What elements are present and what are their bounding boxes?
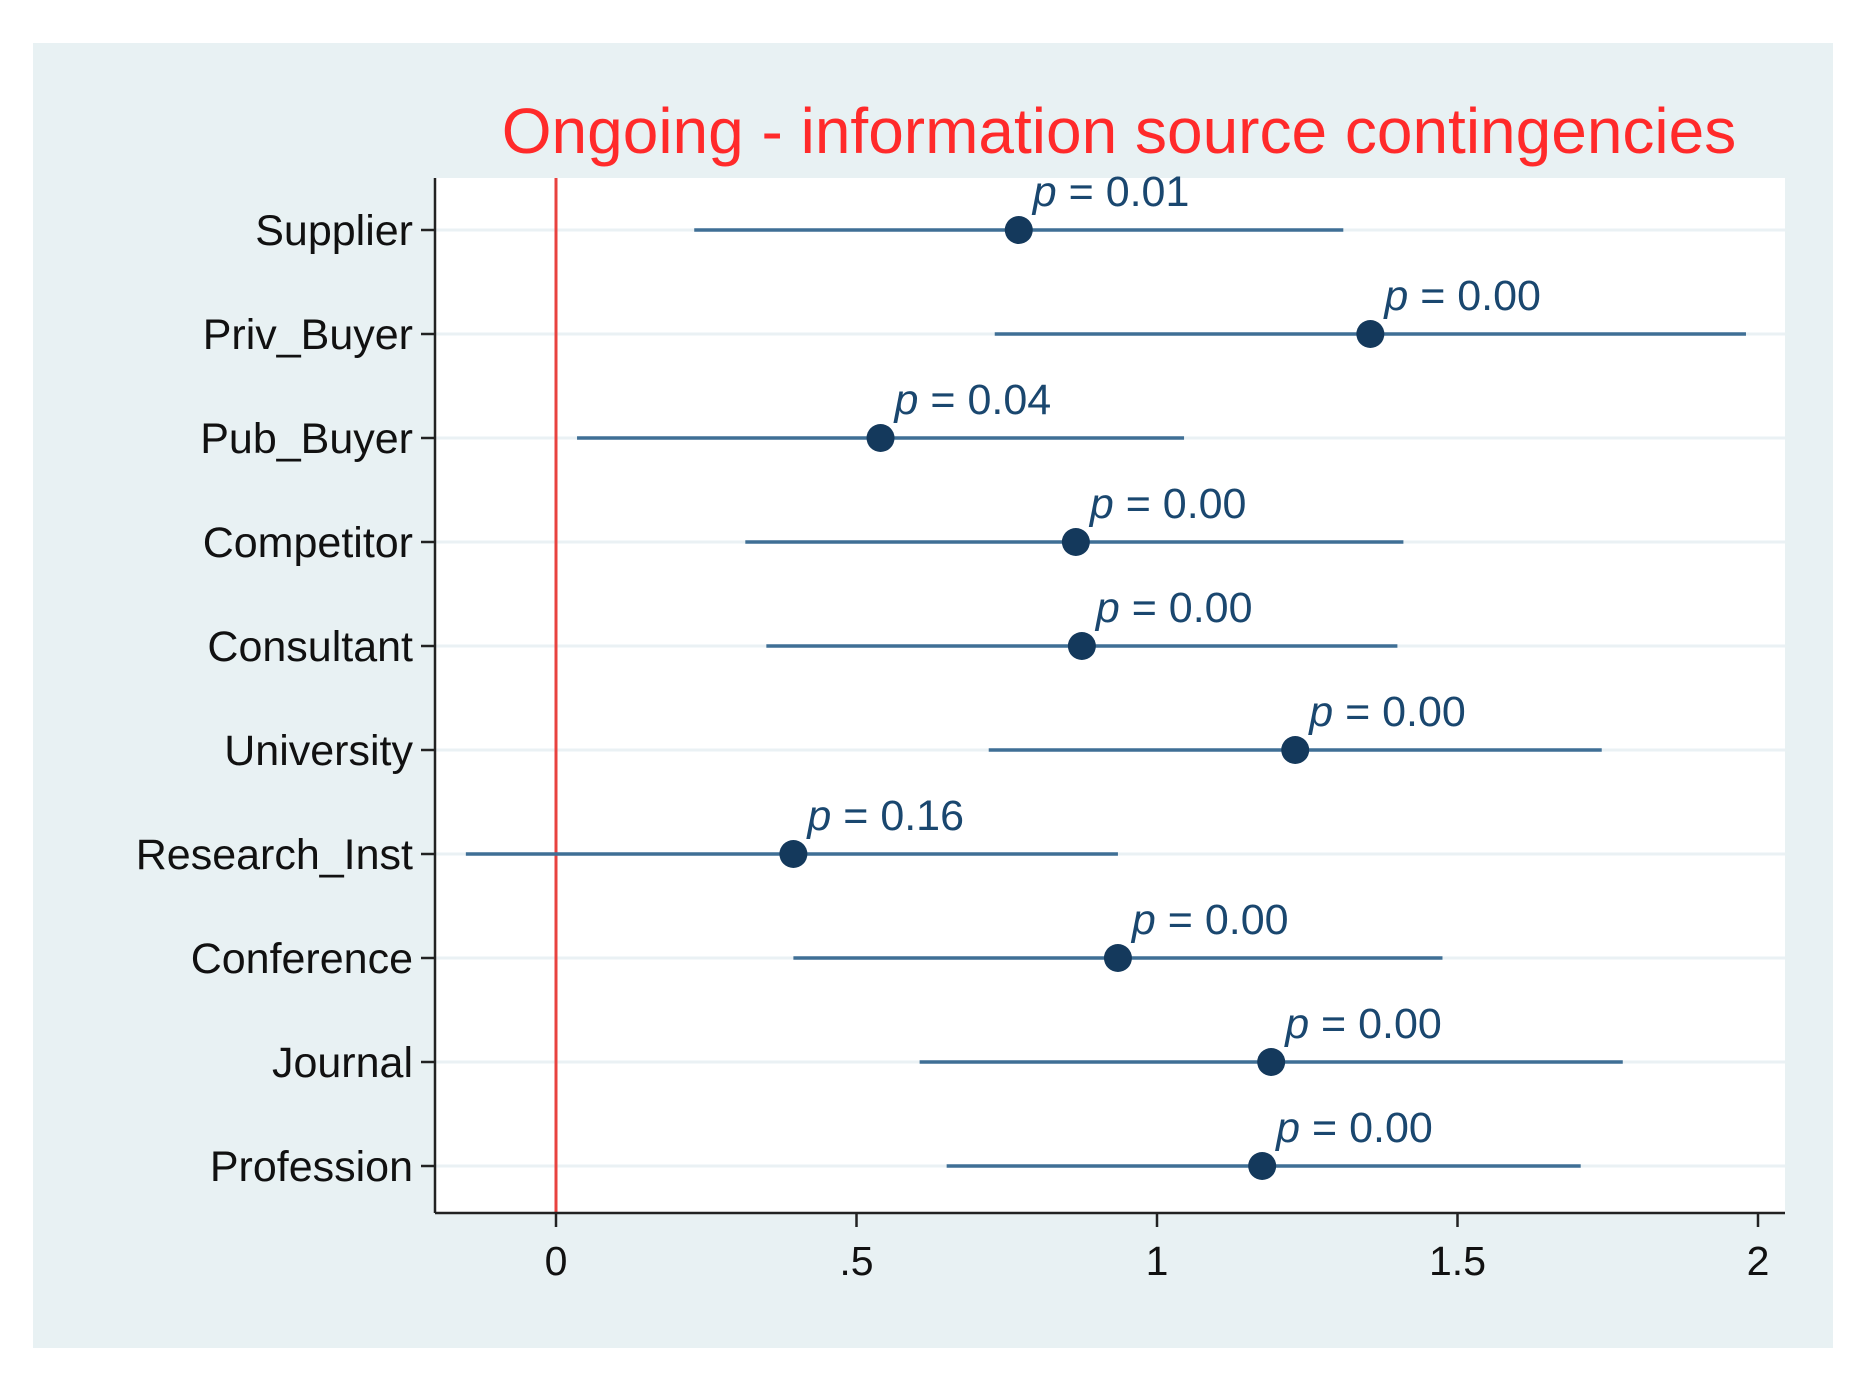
category-label-journal: Journal bbox=[272, 1039, 413, 1087]
x-tick-label-0: 0 bbox=[545, 1238, 568, 1284]
x-tick-label-1: .5 bbox=[839, 1238, 873, 1284]
p-label-profession: p = 0.00 bbox=[1274, 1104, 1433, 1152]
category-label-pub-buyer: Pub_Buyer bbox=[200, 415, 413, 463]
x-tick-labels: 0 .5 1 1.5 2 bbox=[545, 1238, 1770, 1284]
point-competitor bbox=[1061, 528, 1090, 556]
category-label-consultant: Consultant bbox=[207, 623, 413, 671]
category-labels: Supplier Priv_Buyer Pub_Buyer Competitor Con… bbox=[136, 207, 414, 1191]
x-tick-label-4: 2 bbox=[1747, 1238, 1770, 1284]
category-label-priv-buyer: Priv_Buyer bbox=[203, 311, 413, 359]
axes bbox=[421, 178, 1785, 1227]
category-label-competitor: Competitor bbox=[203, 519, 413, 567]
category-label-conference: Conference bbox=[191, 935, 413, 983]
p-label-research-inst: p = 0.16 bbox=[805, 792, 964, 840]
point-consultant bbox=[1067, 632, 1096, 660]
p-value-labels: p = 0.01 p = 0.00 p = 0.04 p = 0.00 p = 0.00… bbox=[805, 168, 1541, 1152]
x-tick-label-3: 1.5 bbox=[1429, 1238, 1486, 1284]
category-label-research-inst: Research_Inst bbox=[136, 831, 413, 879]
p-label-conference: p = 0.00 bbox=[1130, 896, 1289, 944]
point-supplier bbox=[1004, 216, 1033, 244]
p-label-journal: p = 0.00 bbox=[1283, 1000, 1442, 1048]
p-label-supplier: p = 0.01 bbox=[1031, 168, 1190, 216]
point-pub-buyer bbox=[866, 424, 895, 452]
plot-area bbox=[435, 178, 1785, 1213]
p-label-university: p = 0.00 bbox=[1307, 688, 1466, 736]
point-journal bbox=[1257, 1048, 1286, 1076]
chart-title: Ongoing - information source contingenci… bbox=[502, 95, 1736, 167]
category-label-supplier: Supplier bbox=[255, 207, 413, 255]
category-label-profession: Profession bbox=[210, 1143, 413, 1191]
point-profession bbox=[1248, 1152, 1277, 1180]
point-estimates bbox=[779, 216, 1385, 1180]
point-conference bbox=[1103, 944, 1132, 972]
p-label-consultant: p = 0.00 bbox=[1094, 584, 1253, 632]
p-label-pub-buyer: p = 0.04 bbox=[893, 376, 1052, 424]
p-label-competitor: p = 0.00 bbox=[1088, 480, 1247, 528]
point-research-inst bbox=[779, 840, 808, 868]
point-priv-buyer bbox=[1356, 320, 1385, 348]
p-label-priv-buyer: p = 0.00 bbox=[1382, 272, 1541, 320]
point-university bbox=[1281, 736, 1310, 764]
category-label-university: University bbox=[224, 727, 413, 775]
x-tick-label-2: 1 bbox=[1146, 1238, 1169, 1284]
